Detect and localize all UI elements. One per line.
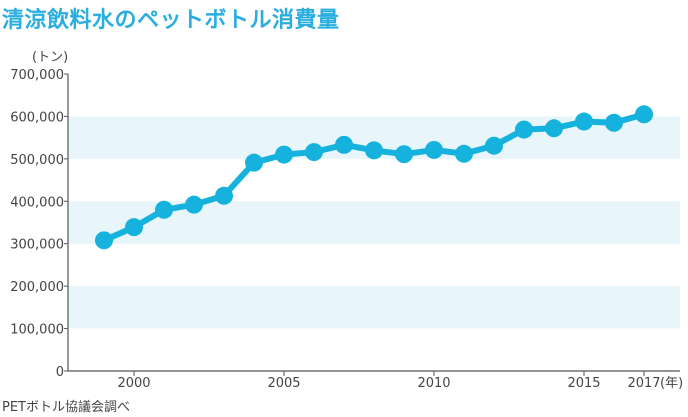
y-axis-unit: (トン) — [32, 50, 68, 65]
data-point — [125, 218, 143, 237]
y-tick-label: 200,000 — [10, 280, 64, 295]
y-tick-label: 600,000 — [10, 110, 64, 125]
x-axis: 2000 2005 2010 2015 2017 (年) — [68, 370, 683, 391]
grid-band — [68, 286, 680, 329]
chart-title: 清涼飲料水のペットボトル消費量 — [2, 8, 340, 33]
series — [95, 105, 653, 250]
data-point — [335, 135, 353, 154]
data-point — [155, 200, 173, 219]
y-tick-label: 400,000 — [10, 195, 64, 210]
data-point — [605, 113, 623, 132]
data-point — [365, 141, 383, 160]
data-point — [515, 120, 533, 139]
x-tick-label: 2017 — [627, 376, 660, 391]
data-point — [245, 153, 263, 172]
data-point — [455, 144, 473, 163]
x-tick-label: 2005 — [267, 376, 300, 391]
data-point — [425, 140, 443, 159]
source-note: PETボトル協議会調べ — [2, 400, 130, 415]
data-point — [545, 119, 563, 138]
data-point — [215, 186, 233, 205]
y-tick-label: 0 — [56, 365, 64, 380]
x-tick-label: 2015 — [567, 376, 600, 391]
y-tick-label: 700,000 — [10, 68, 64, 83]
data-point — [575, 112, 593, 131]
y-axis: 0 100,000 200,000 300,000 400,000 500,000 600,… — [10, 50, 69, 380]
y-tick-label: 300,000 — [10, 238, 64, 253]
data-point — [485, 136, 503, 155]
x-axis-unit: (年) — [660, 376, 683, 391]
data-point — [95, 231, 113, 250]
data-point — [635, 105, 653, 124]
x-tick-label: 2000 — [117, 376, 150, 391]
y-tick-label: 100,000 — [10, 323, 64, 338]
y-tick-label: 500,000 — [10, 153, 64, 168]
data-point — [305, 143, 323, 162]
data-point — [185, 195, 203, 214]
x-tick-label: 2010 — [417, 376, 450, 391]
data-point — [275, 145, 293, 164]
data-point — [395, 145, 413, 164]
